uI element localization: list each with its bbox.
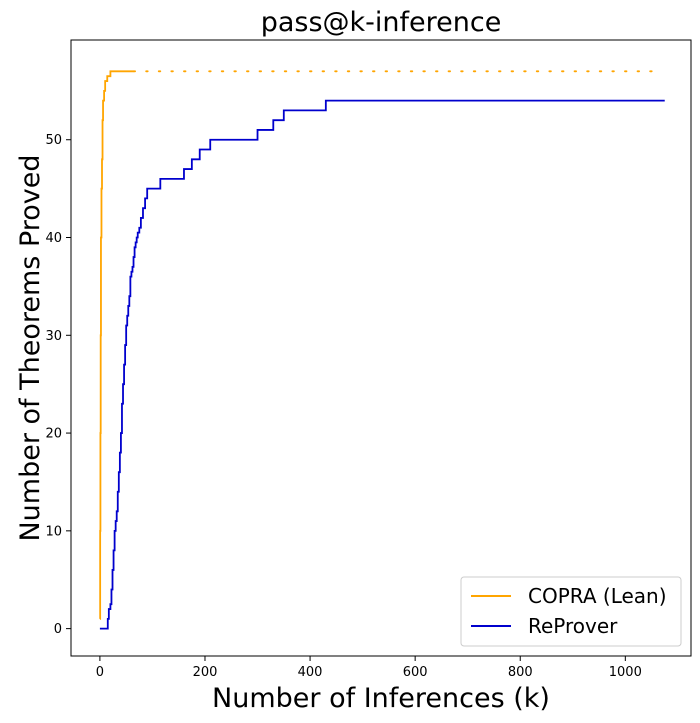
x-tick-label: 200 (193, 665, 218, 680)
x-tick-label: 600 (403, 665, 428, 680)
series-line-reprover (99, 99, 665, 630)
plot-frame (70, 39, 692, 657)
y-tick-label: 50 (45, 133, 62, 148)
y-tick-label: 40 (45, 231, 62, 246)
y-axis-label: Number of Theorems Proved (15, 154, 46, 541)
legend: COPRA (Lean) ReProver (460, 576, 682, 647)
x-tick-label: 400 (298, 665, 323, 680)
legend-label-copra-lean: COPRA (Lean) (528, 584, 667, 608)
series-line-copra-lean (99, 70, 134, 620)
legend-label-reprover: ReProver (528, 614, 618, 638)
y-tick-label: 30 (45, 329, 62, 344)
plot-area (70, 39, 692, 657)
y-tick-label: 10 (45, 524, 62, 539)
series-layer (99, 70, 665, 630)
y-tick-label: 0 (54, 622, 62, 637)
x-axis-label: Number of Inferences (k) (212, 683, 550, 714)
x-tick-label: 1000 (609, 665, 642, 680)
legend-box (460, 576, 682, 647)
y-axis-ticks: 0 10 20 30 40 50 (45, 133, 71, 637)
x-tick-label: 800 (508, 665, 533, 680)
x-axis-ticks: 0 200 400 600 800 1000 (96, 656, 642, 680)
y-tick-label: 20 (45, 427, 62, 442)
x-tick-label: 0 (96, 665, 104, 680)
chart-title: pass@k-inference (261, 7, 502, 38)
